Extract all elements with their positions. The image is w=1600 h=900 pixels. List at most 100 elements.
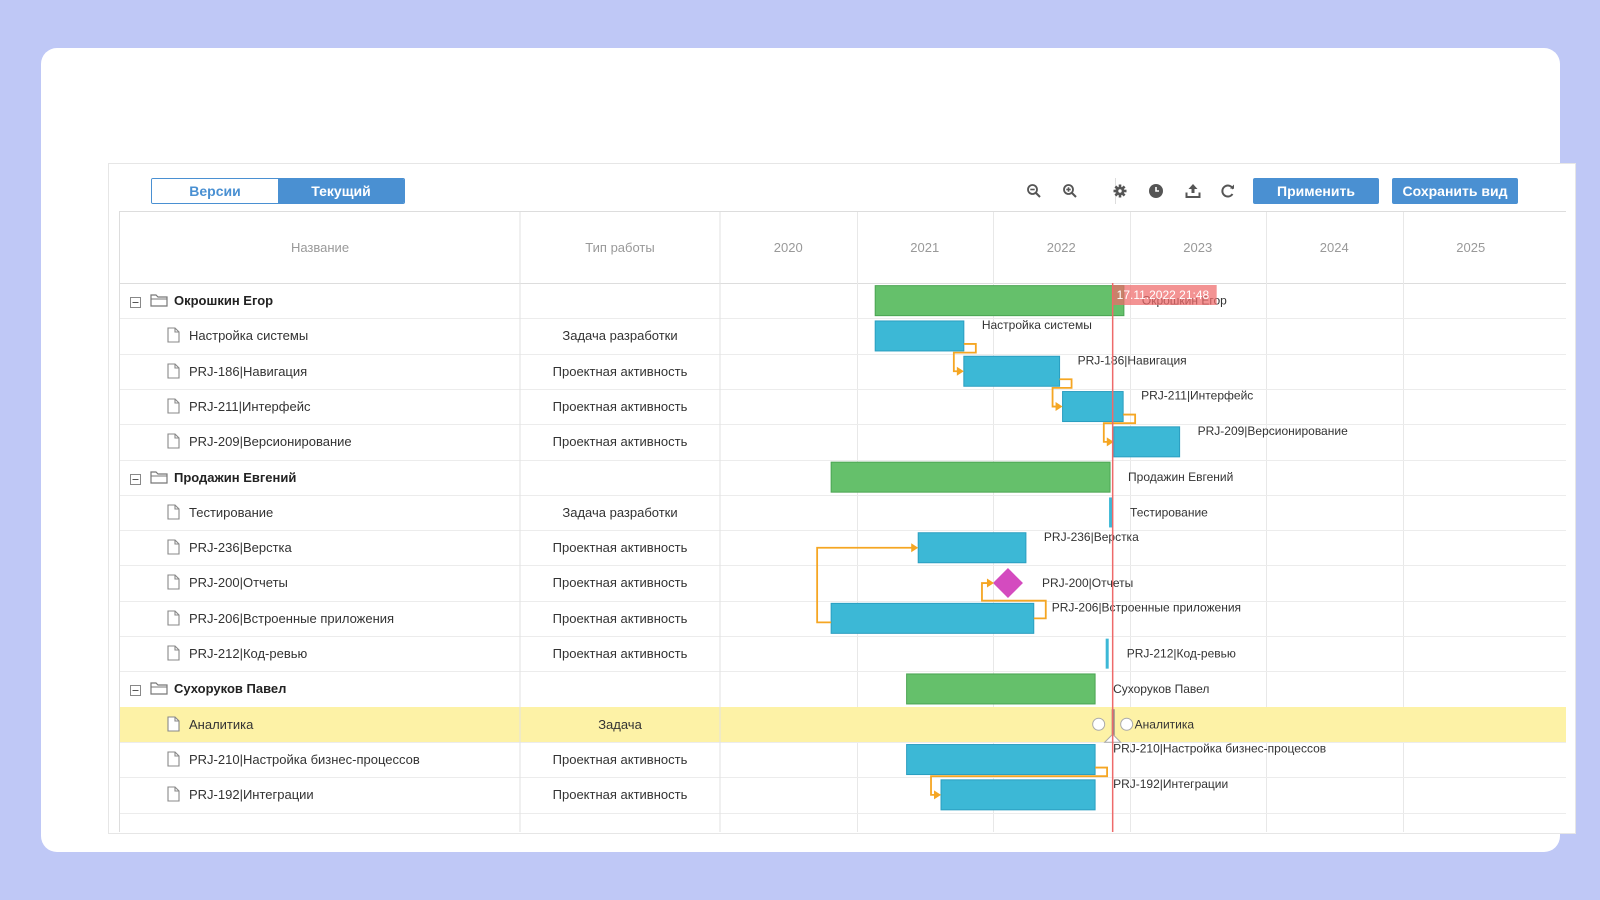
dependency-link[interactable] <box>1051 378 1073 408</box>
table-row[interactable]: PRJ-236|Верстка Проектная активность <box>120 530 1566 565</box>
group-bar[interactable] <box>906 673 1096 705</box>
year-gridline <box>1129 212 1131 832</box>
file-icon <box>167 504 180 525</box>
task-bar[interactable] <box>830 602 1035 634</box>
year-header: 2024 <box>1319 240 1349 255</box>
group-bar[interactable] <box>830 461 1111 493</box>
bar-label: PRJ-236|Верстка <box>1044 530 1139 544</box>
task-bar[interactable] <box>963 355 1061 387</box>
bar-label: PRJ-211|Интерфейс <box>1141 389 1253 403</box>
table-row[interactable]: PRJ-186|Навигация Проектная активность <box>120 354 1566 389</box>
file-icon <box>167 539 180 560</box>
row-divider <box>120 812 1566 814</box>
gantt-widget: Версии Текущий Применить Сохранить вид Н… <box>108 163 1576 834</box>
table-row[interactable]: PRJ-192|Интеграции Проектная активность <box>120 777 1566 812</box>
table-row[interactable]: Окрошкин Егор <box>120 283 1566 318</box>
year-header: 2023 <box>1183 240 1213 255</box>
gantt-grid: Название Тип работы 2020 2021 2022 2023 2024… <box>119 211 1566 832</box>
dependency-link[interactable] <box>816 546 915 624</box>
save-view-button[interactable]: Сохранить вид <box>1392 178 1518 204</box>
versions-tab[interactable]: Версии <box>152 179 278 203</box>
row-divider <box>120 318 1566 320</box>
zoom-out-icon[interactable] <box>1023 180 1045 202</box>
year-gridline <box>856 212 858 832</box>
milestone-diamond[interactable] <box>992 568 1023 599</box>
table-row[interactable]: PRJ-200|Отчеты Проектная активность <box>120 565 1566 600</box>
table-row[interactable]: PRJ-211|Интерфейс Проектная активность <box>120 389 1566 424</box>
bar-label: Тестирование <box>1130 505 1208 519</box>
dependency-link[interactable] <box>1102 413 1137 443</box>
bar-label: PRJ-212|Код-ревью <box>1127 647 1236 661</box>
dependency-link[interactable] <box>952 343 977 373</box>
row-divider <box>120 388 1566 390</box>
collapse-icon[interactable] <box>130 472 141 490</box>
file-icon <box>167 574 180 595</box>
table-row[interactable]: PRJ-210|Настройка бизнес-процессов Проект… <box>120 742 1566 777</box>
drag-handle-right[interactable] <box>1120 717 1134 731</box>
bar-label: PRJ-186|Навигация <box>1078 353 1187 367</box>
table-row[interactable]: Сухоруков Павел <box>120 671 1566 706</box>
task-name: PRJ-210|Настройка бизнес-процессов <box>189 751 420 767</box>
row-divider <box>120 530 1566 532</box>
group-bar[interactable] <box>874 285 1125 317</box>
gear-icon[interactable] <box>1109 180 1131 202</box>
table-row[interactable]: Тестирование Задача разработки <box>120 495 1566 530</box>
version-toggle[interactable]: Версии Текущий <box>151 178 405 204</box>
year-gridline <box>1266 212 1267 832</box>
drag-handle-left[interactable] <box>1092 717 1106 731</box>
table-row[interactable]: Аналитика Задача <box>120 706 1566 742</box>
dependency-link[interactable] <box>981 582 1047 620</box>
task-bar[interactable] <box>906 744 1096 776</box>
work-type: Проектная активность <box>552 434 688 450</box>
file-icon <box>167 645 180 666</box>
bar-label: Сухоруков Павел <box>1113 682 1209 696</box>
zoom-in-icon[interactable] <box>1059 180 1081 202</box>
table-row[interactable]: PRJ-209|Версионирование Проектная активно… <box>120 424 1566 459</box>
file-icon <box>167 433 180 454</box>
task-bar[interactable] <box>1062 391 1124 423</box>
collapse-icon[interactable] <box>130 683 141 701</box>
table-row[interactable]: PRJ-212|Код-ревью Проектная активность <box>120 636 1566 671</box>
task-name: PRJ-211|Интерфейс <box>189 398 311 414</box>
work-type: Задача <box>598 716 642 732</box>
collapse-icon[interactable] <box>130 295 141 313</box>
task-bar[interactable] <box>874 320 965 352</box>
task-bar[interactable] <box>940 779 1096 811</box>
apply-button[interactable]: Применить <box>1253 178 1379 204</box>
upload-icon[interactable] <box>1182 180 1204 202</box>
task-bar[interactable] <box>917 532 1027 564</box>
work-type: Проектная активность <box>552 646 688 661</box>
dependency-link[interactable] <box>930 766 1108 796</box>
row-divider <box>120 424 1566 426</box>
task-name: PRJ-186|Навигация <box>189 363 308 379</box>
column-header-name[interactable]: Название <box>290 240 350 255</box>
task-tick[interactable] <box>1109 497 1113 528</box>
column-header-type[interactable]: Тип работы <box>585 240 655 255</box>
work-type: Задача разработки <box>562 328 678 344</box>
file-icon <box>167 610 180 631</box>
work-type: Проектная активность <box>552 540 688 556</box>
table-row[interactable]: Настройка системы Задача разработки <box>120 318 1566 353</box>
bar-label: PRJ-200|Отчеты <box>1042 576 1133 590</box>
task-name: PRJ-200|Отчеты <box>189 575 288 591</box>
task-tick[interactable] <box>1105 638 1109 669</box>
work-type: Проектная активность <box>552 575 688 591</box>
clock-icon[interactable] <box>1145 180 1167 202</box>
file-icon <box>167 398 180 419</box>
row-divider <box>120 777 1566 779</box>
bar-label: PRJ-209|Версионирование <box>1198 424 1348 438</box>
year-header: 2021 <box>910 240 940 255</box>
refresh-icon[interactable] <box>1217 180 1239 202</box>
task-name: Тестирование <box>189 504 274 520</box>
task-bar[interactable] <box>1113 426 1181 458</box>
table-row[interactable]: Продажин Евгений <box>120 460 1566 495</box>
table-row[interactable]: PRJ-206|Встроенные приложения Проектная а… <box>120 601 1566 636</box>
year-gridline <box>993 212 994 832</box>
content-card: Версии Текущий Применить Сохранить вид Н… <box>41 48 1576 852</box>
work-type: Проектная активность <box>552 363 688 379</box>
bar-label: Настройка системы <box>982 318 1092 332</box>
current-tab[interactable]: Текущий <box>278 179 404 203</box>
row-divider <box>120 671 1566 673</box>
task-name: PRJ-236|Верстка <box>189 540 292 556</box>
